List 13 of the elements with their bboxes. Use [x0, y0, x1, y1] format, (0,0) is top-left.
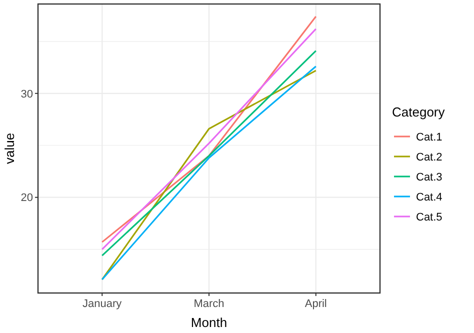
legend-label: Cat.1	[416, 131, 442, 144]
legend-label: Cat.5	[416, 211, 442, 224]
y-axis-title: value	[2, 132, 17, 164]
legend-label: Cat.3	[416, 171, 442, 184]
legend-title: Category	[392, 104, 446, 120]
legend-label: Cat.4	[416, 191, 442, 204]
x-axis-title: Month	[190, 315, 228, 330]
x-tick-label: April	[304, 298, 327, 310]
x-tick-label: March	[194, 298, 224, 310]
legend-label: Cat.2	[416, 151, 442, 164]
x-tick-label: January	[82, 298, 122, 310]
y-tick-label: 30	[20, 88, 33, 100]
y-tick-label: 20	[20, 192, 33, 204]
